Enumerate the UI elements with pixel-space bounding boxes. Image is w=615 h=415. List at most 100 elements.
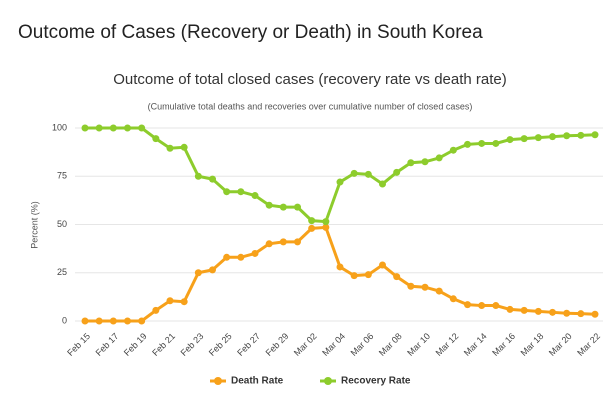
legend-label: Death Rate bbox=[231, 376, 284, 387]
x-tick-label: Feb 15 bbox=[65, 331, 92, 358]
y-axis-label: Percent (%) bbox=[29, 201, 39, 249]
point bbox=[152, 135, 160, 143]
point bbox=[407, 159, 415, 167]
point bbox=[322, 218, 330, 226]
point bbox=[492, 302, 500, 310]
y-tick-label: 100 bbox=[52, 122, 67, 132]
point bbox=[350, 169, 358, 177]
point bbox=[435, 287, 443, 295]
point bbox=[308, 217, 316, 225]
x-tick-label: Mar 18 bbox=[519, 331, 546, 358]
point bbox=[393, 168, 401, 176]
x-tick-label: Feb 17 bbox=[94, 331, 121, 358]
x-tick-label: Feb 29 bbox=[264, 331, 291, 358]
y-tick-label: 25 bbox=[57, 267, 67, 277]
x-tick-label: Mar 06 bbox=[349, 331, 376, 358]
x-tick-label: Mar 22 bbox=[575, 331, 602, 358]
point bbox=[81, 317, 89, 325]
x-tick-label: Mar 14 bbox=[462, 331, 489, 358]
point bbox=[223, 188, 231, 196]
x-tick-label: Mar 10 bbox=[405, 331, 432, 358]
point bbox=[138, 124, 146, 132]
point bbox=[478, 139, 486, 147]
point bbox=[180, 298, 188, 306]
point bbox=[492, 139, 500, 147]
point bbox=[534, 134, 542, 142]
point bbox=[393, 273, 401, 281]
point bbox=[577, 131, 585, 139]
chart-title: Outcome of total closed cases (recovery … bbox=[113, 71, 507, 88]
point bbox=[322, 223, 330, 231]
point bbox=[591, 131, 599, 139]
point bbox=[350, 272, 358, 280]
point bbox=[534, 307, 542, 315]
point bbox=[166, 297, 174, 305]
point bbox=[449, 146, 457, 154]
point bbox=[138, 317, 146, 325]
legend-marker bbox=[324, 377, 332, 385]
point bbox=[464, 301, 471, 309]
point bbox=[364, 170, 372, 178]
point bbox=[379, 180, 386, 188]
x-tick-label: Mar 12 bbox=[434, 331, 461, 358]
x-tick-label: Mar 04 bbox=[320, 331, 347, 358]
point bbox=[435, 154, 443, 162]
point bbox=[265, 201, 273, 209]
point bbox=[549, 308, 556, 316]
legend-label: Recovery Rate bbox=[341, 376, 411, 387]
x-tick-label: Feb 27 bbox=[235, 331, 262, 358]
x-tick-label: Feb 19 bbox=[122, 331, 149, 358]
point bbox=[464, 140, 471, 148]
x-tick-label: Feb 21 bbox=[150, 331, 177, 358]
point bbox=[336, 178, 344, 186]
point bbox=[506, 305, 514, 313]
x-tick-label: Feb 23 bbox=[179, 331, 206, 358]
point bbox=[152, 306, 160, 314]
point bbox=[421, 283, 429, 291]
x-tick-label: Mar 20 bbox=[547, 331, 574, 358]
y-tick-label: 50 bbox=[57, 219, 67, 229]
point bbox=[407, 282, 415, 290]
point bbox=[421, 158, 429, 166]
point bbox=[194, 172, 202, 180]
point bbox=[279, 238, 287, 246]
point bbox=[223, 253, 231, 261]
point bbox=[251, 192, 259, 200]
point bbox=[95, 124, 103, 132]
point bbox=[180, 143, 188, 151]
point bbox=[520, 306, 528, 314]
point bbox=[109, 124, 117, 132]
point bbox=[81, 124, 89, 132]
point bbox=[563, 309, 571, 317]
point bbox=[251, 249, 259, 257]
page-title: Outcome of Cases (Recovery or Death) in … bbox=[18, 22, 483, 43]
point bbox=[209, 266, 216, 274]
point bbox=[237, 188, 245, 196]
x-tick-label: Mar 02 bbox=[292, 331, 319, 358]
point bbox=[279, 203, 287, 211]
point bbox=[379, 261, 386, 269]
point bbox=[336, 263, 344, 271]
point bbox=[364, 271, 372, 279]
legend-marker bbox=[214, 377, 222, 385]
point bbox=[308, 224, 316, 232]
point bbox=[294, 203, 301, 211]
point bbox=[549, 133, 556, 141]
point bbox=[194, 269, 202, 277]
point bbox=[563, 132, 571, 140]
series-line bbox=[85, 126, 596, 224]
point bbox=[577, 310, 585, 318]
x-tick-label: Mar 08 bbox=[377, 331, 404, 358]
point bbox=[237, 253, 245, 261]
point bbox=[591, 310, 599, 318]
point bbox=[209, 175, 216, 183]
point bbox=[124, 124, 131, 132]
x-tick-label: Feb 25 bbox=[207, 331, 234, 358]
y-tick-label: 75 bbox=[57, 171, 67, 181]
point bbox=[109, 317, 117, 325]
point bbox=[520, 135, 528, 143]
point bbox=[294, 238, 301, 246]
y-tick-label: 0 bbox=[62, 315, 67, 325]
